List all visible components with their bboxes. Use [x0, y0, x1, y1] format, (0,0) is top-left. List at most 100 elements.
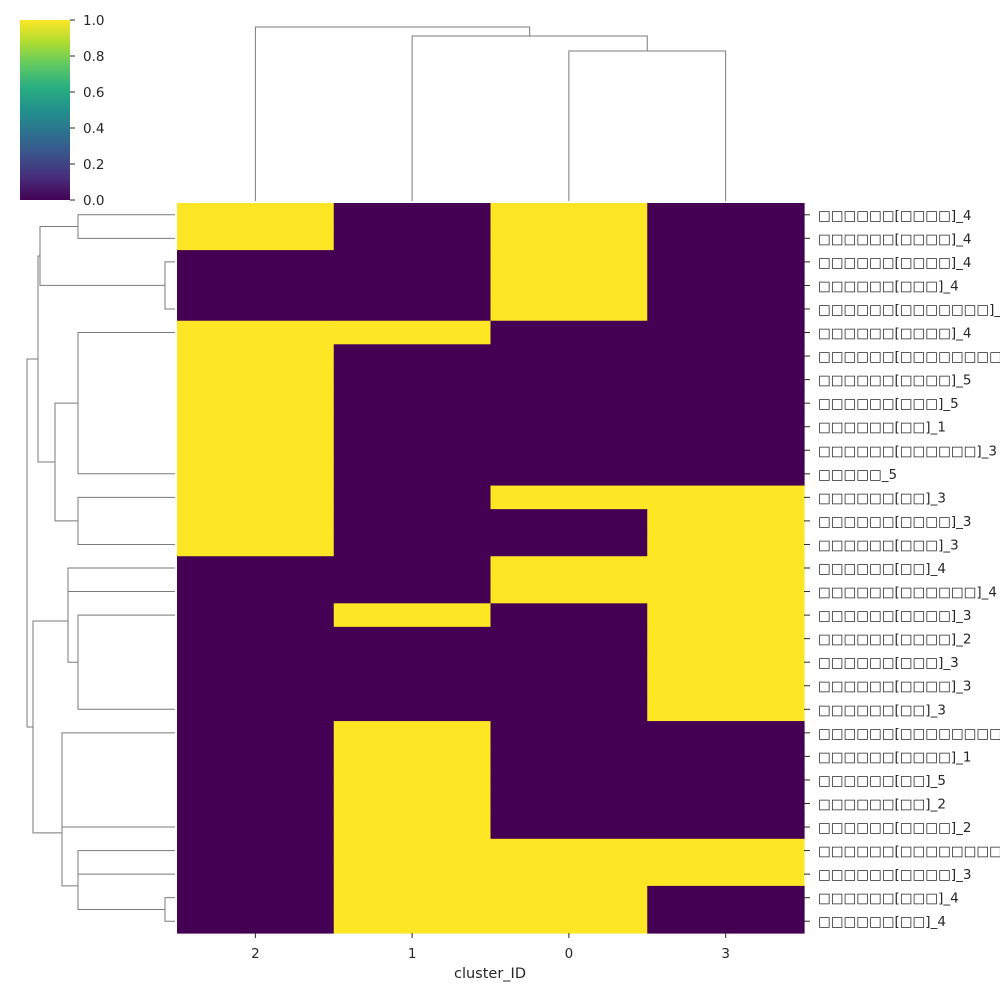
heatmap-cell: [333, 532, 492, 557]
dendrogram-link: [77, 214, 175, 239]
heatmap-cell: [177, 509, 335, 534]
y-tick-label: □□□□□□[□□□□]_4: [818, 255, 971, 271]
heatmap-cell: [177, 791, 335, 816]
heatmap-cell: [177, 273, 335, 298]
heatmap-cell: [490, 768, 648, 793]
y-tick-label: □□□□□□[□□□]_3: [818, 537, 959, 553]
heatmap-cell: [333, 697, 492, 722]
heatmap-cell: [490, 367, 648, 392]
heatmap-cell: [177, 532, 335, 557]
dendrogram-link: [77, 862, 165, 910]
dendrogram-link: [26, 358, 38, 728]
heatmap-cell: [647, 791, 805, 816]
dendrogram-link: [164, 897, 175, 922]
heatmap-cell: [647, 438, 805, 463]
dendrogram-link: [568, 50, 727, 201]
heatmap-cell: [490, 885, 648, 911]
y-tick-label: □□□□□□[□□□□]_2: [818, 632, 971, 648]
heatmap-cell: [647, 650, 805, 675]
heatmap-cell: [490, 297, 648, 322]
y-tick-label: □□□□□□[□□□]_4: [818, 278, 959, 294]
heatmap-cell: [647, 509, 805, 534]
heatmap-cell: [333, 344, 492, 369]
heatmap-cell: [333, 273, 492, 298]
heatmap-cell: [333, 297, 492, 322]
heatmap-cell: [177, 768, 335, 793]
heatmap-cell: [647, 320, 805, 345]
heatmap-cell: [490, 462, 648, 487]
heatmap-cell: [647, 485, 805, 510]
heatmap-cell: [177, 885, 335, 911]
heatmap-cell: [490, 650, 648, 675]
heatmap-cell: [490, 250, 648, 275]
heatmap-cell: [333, 367, 492, 392]
heatmap-cell: [177, 556, 335, 581]
heatmap-cell: [177, 485, 335, 510]
heatmap-cell: [177, 203, 335, 228]
heatmap-cell: [333, 226, 492, 251]
y-tick-label: □□□□□□[□□]_3: [818, 490, 946, 506]
heatmap-cell: [490, 414, 648, 440]
heatmap-cell: [333, 650, 492, 675]
heatmap-cell: [490, 226, 648, 251]
heatmap-cell: [647, 273, 805, 298]
x-axis-ticks: 2 1 0 3: [251, 933, 730, 962]
heatmap-cell: [647, 226, 805, 251]
heatmap-cell: [333, 768, 492, 793]
heatmap-cell: [490, 791, 648, 816]
y-tick-label: □□□□□□[□□□□□□]_3: [818, 443, 997, 459]
y-tick-label: □□□□□□[□□□□]_3: [818, 867, 971, 883]
heatmap-cell: [647, 744, 805, 769]
heatmap-cells: [177, 203, 805, 934]
column-dendrogram: [254, 26, 727, 201]
heatmap-cell: [490, 320, 648, 345]
heatmap-cell: [647, 885, 805, 911]
heatmap-cell: [647, 626, 805, 652]
heatmap-cell: [177, 438, 335, 463]
heatmap-cell: [490, 579, 648, 604]
dendrogram-link: [67, 579, 78, 663]
heatmap-cell: [333, 626, 492, 652]
heatmap-cell: [647, 297, 805, 322]
heatmap-cell: [333, 414, 492, 440]
colorbar-tick-label: 0.8: [83, 49, 104, 65]
heatmap-cell: [333, 885, 492, 911]
heatmap-cell: [177, 838, 335, 863]
heatmap-cell: [647, 768, 805, 793]
heatmap-cell: [647, 556, 805, 581]
heatmap-cell: [333, 250, 492, 275]
heatmap-cell: [490, 603, 648, 628]
heatmap-cell: [647, 344, 805, 369]
heatmap-cell: [177, 344, 335, 369]
heatmap-cell: [490, 721, 648, 746]
heatmap-cell: [333, 462, 492, 487]
heatmap-cell: [490, 673, 648, 699]
y-tick-label: □□□□□□[□□□□□□]_4: [818, 585, 997, 601]
y-tick-label: □□□□□_5: [818, 467, 897, 483]
heatmap-cell: [333, 485, 492, 510]
heatmap-cell: [333, 909, 492, 934]
y-tick-label: □□□□□□[□□□]_3: [818, 655, 959, 671]
heatmap-cell: [177, 673, 335, 699]
heatmap-cell: [333, 438, 492, 463]
heatmap-cell: [333, 791, 492, 816]
colorbar-ticks: 0.0 0.2 0.4 0.6 0.8 1.0: [70, 13, 104, 209]
dendrogram-link: [61, 779, 78, 887]
heatmap-cell: [177, 815, 335, 840]
heatmap-cell: [490, 532, 648, 557]
heatmap-cell: [177, 462, 335, 487]
dendrogram-link: [77, 614, 175, 710]
heatmap-cell: [333, 744, 492, 769]
heatmap-cell: [490, 556, 648, 581]
y-tick-label: □□□□□□[□□]_4: [818, 914, 946, 930]
heatmap-cell: [177, 579, 335, 604]
y-tick-label: □□□□□□[□□□□]_1: [818, 749, 971, 765]
heatmap-cell: [177, 862, 335, 887]
heatmap-cell: [647, 367, 805, 392]
dendrogram-link: [54, 402, 78, 522]
y-tick-label: □□□□□□[□□□]_5: [818, 396, 959, 412]
colorbar-tick-label: 0.2: [83, 157, 104, 173]
heatmap-cell: [177, 909, 335, 934]
dendrogram-link: [67, 567, 175, 593]
